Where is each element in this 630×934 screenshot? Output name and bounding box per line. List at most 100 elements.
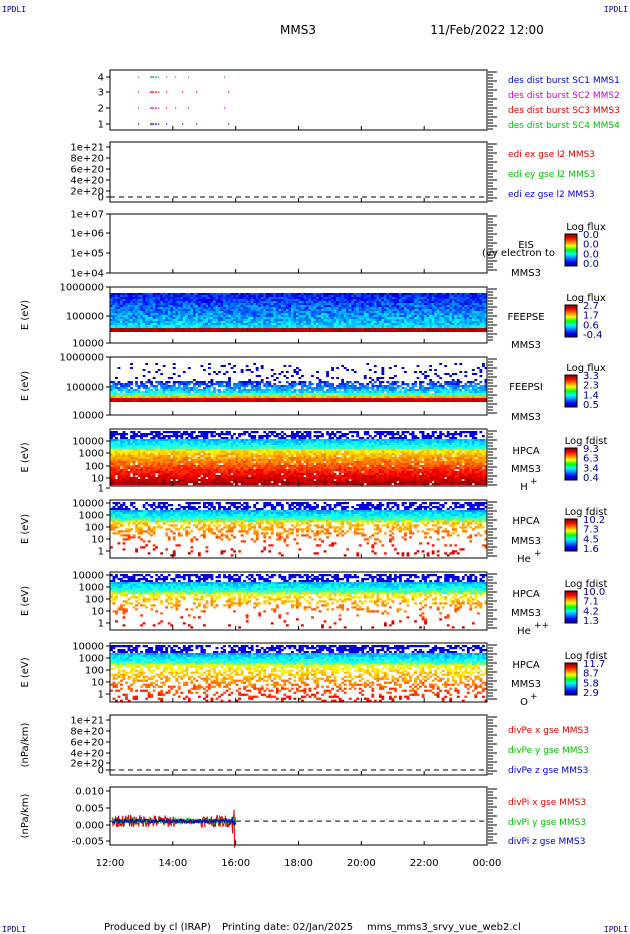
spectrogram-cell	[197, 311, 201, 314]
spectrogram-cell	[200, 305, 204, 308]
spectrogram-cell	[218, 381, 221, 384]
spectrogram-cell	[479, 369, 483, 371]
spectrogram-cell	[419, 323, 422, 326]
spectrogram-cell	[213, 297, 216, 300]
spectrogram-cell	[454, 391, 458, 394]
spectrogram-cell	[117, 396, 121, 399]
spectrogram-cell	[130, 321, 133, 324]
spectrogram-cell	[275, 297, 279, 300]
spectrogram-cell	[308, 305, 312, 308]
spectrogram-cell	[411, 305, 415, 308]
spectrogram-cell	[311, 325, 314, 329]
spectrogram-cell	[253, 319, 257, 322]
spectrogram-cell	[127, 474, 131, 478]
spectrogram-cell	[120, 480, 123, 484]
spectrogram-cell	[401, 307, 405, 310]
spectrogram-cell	[130, 367, 133, 369]
spectrogram-cell	[117, 321, 121, 324]
spectrogram-cell	[245, 311, 249, 314]
spectrogram-cell	[301, 293, 304, 296]
spectrogram-cell	[187, 305, 191, 308]
spectrogram-cell	[243, 295, 247, 298]
spectrogram-cell	[429, 321, 432, 324]
spectrogram-cell	[414, 301, 417, 304]
spectrogram-cell	[381, 313, 385, 316]
spectrogram-cell	[180, 303, 184, 306]
spectrogram-cell	[426, 325, 430, 329]
spectrogram-cell	[162, 398, 166, 402]
spectrogram-cell	[426, 305, 430, 308]
burst-mark	[188, 76, 190, 78]
spectrogram-cell	[306, 313, 309, 316]
burst-mark	[155, 123, 157, 125]
spectrogram-cell	[464, 309, 468, 312]
spectrogram-cell	[363, 295, 367, 298]
spectrogram-cell	[459, 396, 463, 399]
spectrogram-cell	[155, 313, 159, 316]
spectrogram-cell	[260, 297, 264, 300]
spectrogram-cell	[366, 363, 370, 365]
spectrogram-cell	[250, 309, 254, 312]
spectrogram-cell	[248, 319, 252, 322]
spectrogram-cell	[147, 480, 151, 484]
spectrogram-cell	[358, 317, 362, 320]
spectrogram-cell	[140, 299, 143, 302]
spectrogram-cell	[127, 389, 131, 392]
spectrogram-cell	[255, 393, 259, 397]
corner-label-top-right: IPDLI	[604, 5, 628, 14]
spectrogram-cell	[471, 323, 475, 326]
spectrogram-cell	[137, 309, 141, 312]
spectrogram-cell	[260, 299, 264, 302]
y-tick-label: 0	[98, 193, 104, 204]
spectrogram-cell	[406, 323, 410, 326]
spectrogram-cell	[147, 478, 151, 482]
spectrogram-cell	[401, 328, 405, 332]
spectrogram-cell	[293, 303, 297, 306]
spectrogram-cell	[366, 293, 370, 296]
spectrogram-cell	[132, 431, 136, 434]
spectrogram-cell	[456, 299, 460, 302]
spectrogram-cell	[145, 391, 148, 394]
spectrogram-cell	[298, 311, 302, 314]
spectrogram-cell	[182, 319, 186, 322]
spectrogram-cell	[378, 321, 382, 324]
spectrogram-cell	[112, 303, 116, 306]
spectrogram-cell	[409, 311, 412, 314]
spectrogram-cell	[135, 441, 138, 444]
spectrogram-cell	[285, 396, 289, 399]
colorbar-value: -0.4	[583, 330, 603, 341]
spectrogram-cell	[175, 297, 179, 300]
spectrogram-cell	[306, 328, 309, 332]
spectrogram-cell	[185, 299, 189, 302]
spectrogram-cell	[195, 328, 199, 332]
spectrogram-cell	[321, 307, 324, 310]
spectrogram-cell	[464, 393, 468, 397]
spectrogram-cell	[404, 313, 407, 316]
spectrogram-cell	[187, 398, 191, 402]
spectrogram-cell	[311, 321, 314, 324]
spectrogram-cell	[288, 321, 292, 324]
spectrogram-cell	[280, 299, 284, 302]
spectrogram-cell	[481, 303, 485, 306]
spectrogram-cell	[180, 325, 184, 329]
spectrogram-cell	[135, 478, 138, 482]
spectrogram-cell	[449, 389, 453, 392]
spectrogram-cell	[147, 458, 151, 462]
spectrogram-cell	[280, 301, 284, 304]
spectrogram-cell	[338, 328, 342, 332]
spectrogram-cell	[115, 447, 118, 450]
spectrogram-cell	[270, 311, 274, 314]
spectrogram-cell	[366, 325, 370, 329]
spectrogram-cell	[293, 396, 297, 399]
spectrogram-cell	[318, 389, 322, 392]
spectrogram-cell	[328, 297, 332, 300]
spectrogram-cell	[170, 297, 174, 300]
spectrogram-cell	[411, 385, 415, 388]
spectrogram-cell	[454, 321, 458, 324]
spectrogram-cell	[439, 297, 443, 300]
spectrogram-cell	[439, 303, 443, 306]
spectrogram-cell	[399, 328, 402, 332]
spectrogram-cell	[318, 319, 322, 322]
spectrogram-cell	[195, 311, 199, 314]
spectrogram-cell	[255, 297, 259, 300]
